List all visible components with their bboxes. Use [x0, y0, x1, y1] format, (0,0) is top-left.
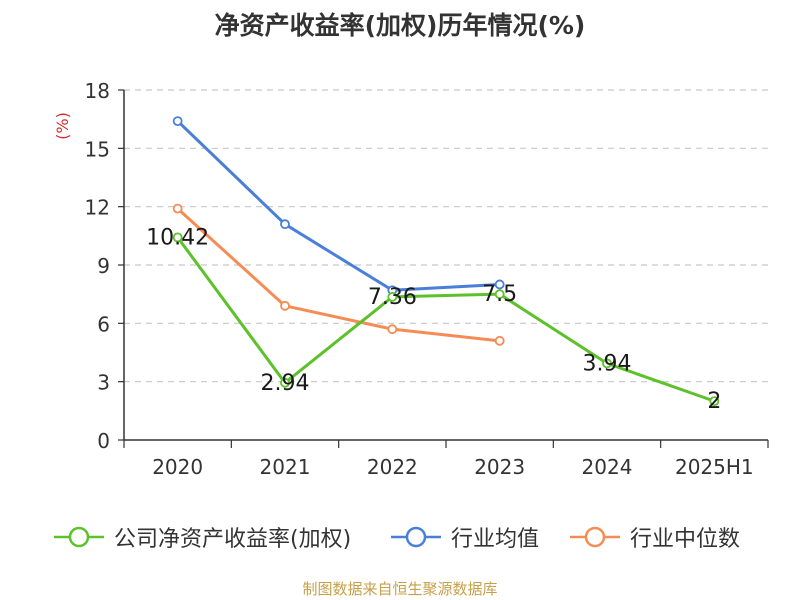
- series-lines: [172, 116, 720, 407]
- data-point: [494, 279, 505, 290]
- y-tick-label: 9: [97, 254, 110, 278]
- data-point: [280, 377, 290, 388]
- legend-label-industry-median: 行业中位数: [630, 527, 741, 552]
- chart-title: 净资产收益率(加权)历年情况(%): [214, 11, 586, 40]
- x-tick-label: 2020: [152, 455, 203, 479]
- y-tick-label: 15: [85, 137, 110, 161]
- legend-marker-icon: [391, 526, 441, 548]
- x-tick-label: 2024: [582, 455, 633, 479]
- grid-lines: [124, 89, 768, 383]
- data-point: [602, 358, 612, 369]
- legend-label-company: 公司净资产收益率(加权): [114, 527, 352, 552]
- axes: 0 3 6 9 12 15 18 2020 2021 2022 2023 2024 2025H1: [85, 79, 769, 479]
- data-label: 2: [707, 389, 721, 414]
- legend-marker-icon: [54, 526, 104, 548]
- data-label: 2.94: [261, 371, 310, 396]
- data-point: [172, 232, 183, 243]
- data-labels: 10.42 2.94 7.36 7.5 3.94 2: [146, 225, 721, 414]
- source-note: 制图数据来自恒生聚源数据库: [302, 580, 498, 598]
- y-tick-label: 3: [97, 371, 110, 395]
- x-tick-label: 2022: [367, 455, 418, 479]
- data-point: [387, 324, 398, 335]
- data-label: 7.5: [482, 282, 517, 307]
- data-point: [709, 396, 720, 407]
- legend-item-company[interactable]: 公司净资产收益率(加权): [52, 519, 351, 555]
- x-tick-label: 2021: [260, 455, 311, 479]
- series-line: [176, 207, 500, 343]
- legend-item-industry-median[interactable]: 行业中位数: [568, 519, 740, 555]
- y-axis-label: (%): [53, 112, 72, 140]
- legend-item-industry-mean[interactable]: 行业均值: [389, 519, 539, 555]
- data-point: [387, 291, 398, 302]
- x-tick-label: 2023: [474, 455, 525, 479]
- data-point: [494, 289, 505, 300]
- y-tick-label: 6: [97, 312, 110, 336]
- data-point: [494, 335, 505, 346]
- data-point: [172, 203, 183, 214]
- y-tick-label: 18: [85, 79, 110, 103]
- x-tick-label: 2025H1: [675, 455, 754, 479]
- data-point: [172, 116, 183, 127]
- data-label: 7.36: [368, 285, 417, 310]
- legend-marker-icon: [570, 526, 620, 548]
- legend-label-industry-mean: 行业均值: [451, 527, 540, 552]
- series-line: [176, 236, 715, 403]
- legend: 公司净资产收益率(加权) 行业均值 行业中位数: [0, 519, 800, 555]
- y-tick-label: 0: [97, 429, 110, 453]
- data-label: 3.94: [583, 351, 632, 376]
- data-label: 10.42: [146, 225, 209, 250]
- data-point: [280, 219, 290, 230]
- series-line: [176, 120, 500, 292]
- data-point: [280, 300, 290, 311]
- y-tick-label: 12: [85, 196, 110, 220]
